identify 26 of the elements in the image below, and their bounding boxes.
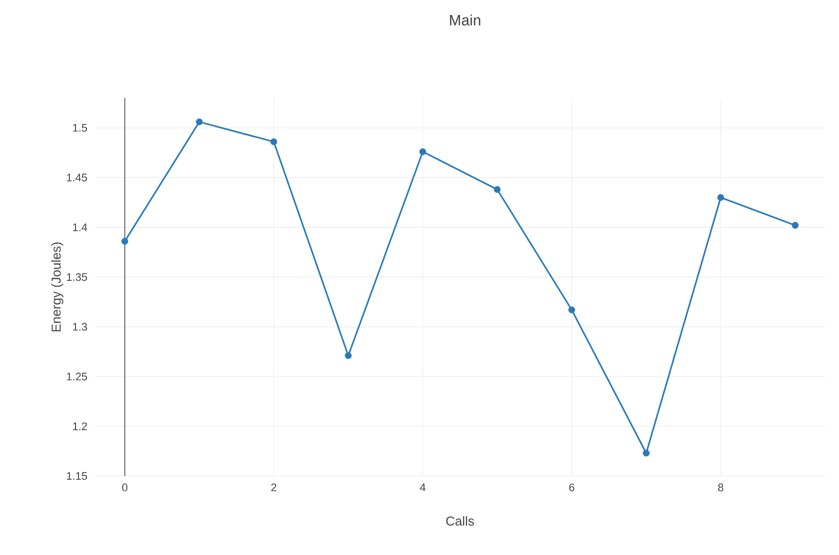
point xyxy=(494,186,501,193)
x-tick-label: 6 xyxy=(569,484,574,492)
y-tick-label: 1.35 xyxy=(66,273,88,281)
x-tick-label: 8 xyxy=(718,484,724,492)
point xyxy=(717,194,724,201)
y-tick-label: 1.25 xyxy=(66,372,88,380)
point xyxy=(568,306,576,314)
point xyxy=(121,238,128,245)
y-tick-label: 1.15 xyxy=(66,472,88,480)
x-tick-label: 0 xyxy=(122,484,128,492)
y-tick-label: 1.2 xyxy=(73,422,87,430)
point xyxy=(270,138,278,146)
y-tick-label: 1.5 xyxy=(73,124,88,132)
x-axis-title: Calls xyxy=(446,516,474,526)
point xyxy=(196,118,203,126)
y-tick-label: 1.45 xyxy=(66,174,88,182)
y-tick-label: 1.3 xyxy=(73,322,87,331)
chart-title: Main xyxy=(450,14,480,26)
x-tick-label: 4 xyxy=(420,484,426,492)
point xyxy=(419,148,426,156)
y-tick-label: 1.4 xyxy=(73,224,88,232)
point xyxy=(344,352,352,360)
point xyxy=(792,222,799,229)
point xyxy=(642,450,650,457)
x-tick-label: 2 xyxy=(271,484,276,492)
y-axis-title: Energy (Joules) xyxy=(51,242,64,332)
